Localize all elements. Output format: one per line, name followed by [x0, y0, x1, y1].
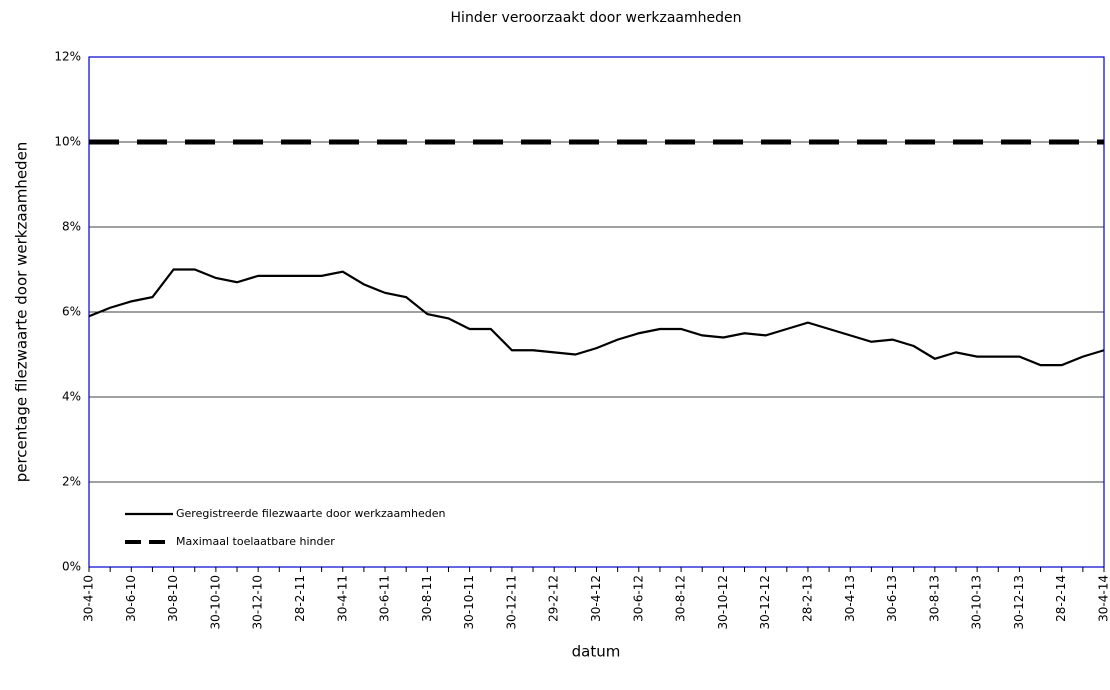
- legend-label: Maximaal toelaatbare hinder: [176, 535, 335, 548]
- legend-label: Geregistreerde filezwaarte door werkzaam…: [176, 507, 445, 520]
- x-tick-label: 30-8-11: [420, 575, 434, 622]
- x-tick-label: 30-10-13: [970, 575, 984, 629]
- x-tick-label: 30-4-11: [335, 575, 349, 622]
- x-tick-label: 30-12-11: [504, 575, 518, 629]
- x-tick-label: 30-10-10: [208, 575, 222, 629]
- y-tick-label: 4%: [62, 390, 81, 404]
- y-axis-label: percentage filezwaarte door werkzaamhede…: [13, 142, 31, 483]
- y-tick-label: 0%: [62, 560, 81, 574]
- y-tick-label: 10%: [54, 135, 81, 149]
- x-tick-label: 30-6-13: [885, 575, 899, 622]
- x-tick-label: 30-6-12: [631, 575, 645, 622]
- x-tick-label: 30-12-10: [251, 575, 265, 629]
- x-tick-label: 30-4-14: [1097, 575, 1110, 622]
- x-tick-label: 28-2-13: [800, 575, 814, 622]
- x-tick-label: 30-10-12: [716, 575, 730, 629]
- x-tick-label: 28-2-14: [1054, 575, 1068, 622]
- x-tick-label: 30-6-11: [378, 575, 392, 622]
- x-tick-label: 30-10-11: [462, 575, 476, 629]
- x-tick-label: 28-2-11: [293, 575, 307, 622]
- y-tick-label: 6%: [62, 305, 81, 319]
- x-tick-label: 30-8-12: [674, 575, 688, 622]
- x-tick-label: 30-6-10: [124, 575, 138, 622]
- x-tick-label: 30-4-13: [843, 575, 857, 622]
- chart-title: Hinder veroorzaakt door werkzaamheden: [451, 10, 742, 26]
- x-tick-label: 30-8-10: [166, 575, 180, 622]
- y-tick-label: 2%: [62, 475, 81, 489]
- x-tick-label: 30-8-13: [927, 575, 941, 622]
- y-tick-label: 12%: [54, 50, 81, 64]
- x-tick-label: 30-4-12: [589, 575, 603, 622]
- x-axis-label: datum: [572, 643, 621, 661]
- data-line: [89, 270, 1104, 366]
- x-tick-label: 30-4-10: [82, 575, 96, 622]
- x-tick-label: 30-12-12: [758, 575, 772, 629]
- x-tick-label: 29-2-12: [547, 575, 561, 622]
- y-tick-label: 8%: [62, 220, 81, 234]
- x-tick-label: 30-12-13: [1012, 575, 1026, 629]
